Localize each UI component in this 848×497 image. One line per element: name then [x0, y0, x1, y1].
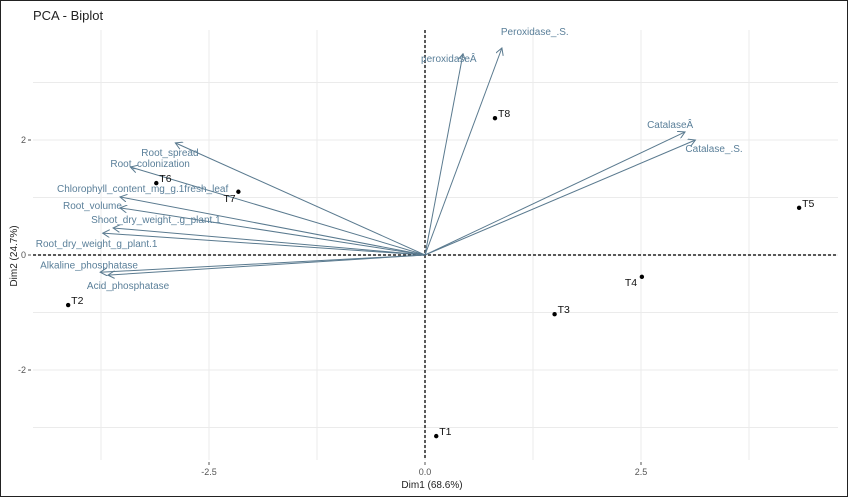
individual-label: T5: [802, 198, 814, 210]
variable-label: Acid_phosphatase: [87, 281, 170, 292]
x-axis-label: Dim1 (68.6%): [401, 480, 462, 491]
axis-ticks: -2.5 0.0 2.5 -2 0 2: [18, 135, 647, 477]
variable-vectors: Peroxidase_.S. peroxidaseÂ CatalaseÂ Catala…: [36, 27, 743, 292]
variable-label: Shoot_dry_weight_.g_plant.1: [91, 215, 221, 226]
x-tick-label: -2.5: [201, 467, 217, 477]
individual-point: [796, 205, 802, 211]
variable-label: Chlorophyll_content_mg_g.1fresh_leaf: [57, 184, 228, 195]
variable-label: Root_volume: [63, 201, 122, 212]
individual-label: T2: [71, 295, 83, 307]
variable-arrow: [103, 233, 426, 256]
individual-label: T1: [439, 426, 451, 438]
individual-point: [639, 274, 645, 280]
x-tick-label: 0.0: [419, 467, 432, 477]
variable-arrow: [424, 54, 463, 256]
variable-arrow: [120, 208, 426, 256]
variable-label: Root_spread: [141, 148, 198, 159]
variable-arrow: [130, 167, 426, 256]
individual-label: T7: [223, 193, 235, 205]
variable-arrow: [113, 228, 426, 256]
variable-label: Alkaline_phosphatase: [40, 260, 138, 271]
variable-arrow: [175, 143, 426, 256]
chart-title: PCA - Biplot: [33, 8, 103, 23]
variable-arrow: [120, 197, 426, 256]
y-tick-label: -2: [18, 365, 26, 375]
variable-arrow: [424, 140, 695, 256]
variable-arrow: [108, 254, 426, 275]
individual-point: [434, 433, 439, 439]
individual-point: [154, 180, 159, 186]
individual-label: T3: [558, 304, 570, 316]
variable-arrow: [100, 254, 426, 272]
variable-label: peroxidaseÂ: [421, 52, 477, 65]
individual-point: [65, 302, 71, 308]
variable-label: Root_dry_weight_g_plant.1: [36, 239, 158, 250]
individual-label: T4: [625, 277, 637, 289]
individual-point: [236, 189, 241, 194]
variable-label: Root_colonization: [110, 159, 190, 170]
individual-point: [552, 312, 557, 317]
individual-point: [492, 115, 498, 121]
variable-arrow: [424, 132, 685, 256]
variable-label: Catalase_.S.: [685, 144, 742, 155]
variable-label: Peroxidase_.S.: [501, 27, 569, 38]
reference-lines: [33, 30, 838, 460]
variable-label: CatalaseÂ: [647, 118, 693, 131]
individual-label: T6: [159, 173, 171, 185]
y-axis-label: Dim2 (24.7%): [9, 225, 20, 286]
x-tick-label: 2.5: [635, 467, 648, 477]
individual-points: T1 T2 T3 T4 T5 T6 T7 T8: [65, 108, 815, 439]
variable-arrow: [424, 48, 502, 256]
individual-label: T8: [498, 108, 510, 120]
y-tick-label: 0: [21, 250, 26, 260]
y-tick-label: 2: [21, 135, 26, 145]
